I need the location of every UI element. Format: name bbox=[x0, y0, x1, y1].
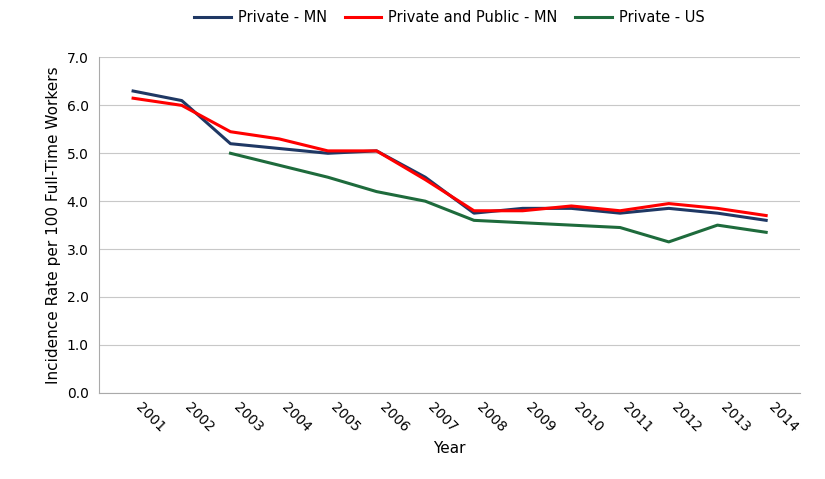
Private and Public - MN bbox=[664, 201, 674, 206]
Line: Private - MN: Private - MN bbox=[133, 91, 766, 220]
Private - US bbox=[518, 220, 528, 226]
Private - MN bbox=[225, 141, 235, 147]
Private - US bbox=[225, 150, 235, 156]
Private and Public - MN bbox=[761, 213, 771, 218]
Private - MN bbox=[323, 150, 332, 156]
Private and Public - MN bbox=[518, 208, 528, 214]
Private - MN bbox=[664, 205, 674, 211]
Private - US bbox=[274, 162, 284, 168]
Legend: Private - MN, Private and Public - MN, Private - US: Private - MN, Private and Public - MN, P… bbox=[189, 4, 710, 31]
Private - US bbox=[664, 239, 674, 245]
Private - US bbox=[761, 229, 771, 235]
Private and Public - MN bbox=[615, 208, 625, 214]
Private and Public - MN bbox=[420, 177, 430, 182]
Private - MN bbox=[469, 210, 479, 216]
Private and Public - MN bbox=[177, 103, 186, 108]
Line: Private - US: Private - US bbox=[230, 153, 766, 242]
Private and Public - MN bbox=[225, 129, 235, 135]
Private - MN bbox=[713, 210, 723, 216]
Private - US bbox=[420, 198, 430, 204]
Private - MN bbox=[761, 217, 771, 223]
Private - US bbox=[323, 174, 332, 180]
Private - MN bbox=[177, 98, 186, 103]
Private - MN bbox=[420, 174, 430, 180]
Private and Public - MN bbox=[713, 205, 723, 211]
X-axis label: Year: Year bbox=[433, 441, 466, 456]
Line: Private and Public - MN: Private and Public - MN bbox=[133, 98, 766, 216]
Private and Public - MN bbox=[323, 148, 332, 154]
Private and Public - MN bbox=[469, 208, 479, 214]
Private and Public - MN bbox=[128, 95, 138, 101]
Private - US bbox=[469, 217, 479, 223]
Private - MN bbox=[567, 205, 577, 211]
Private - MN bbox=[128, 88, 138, 94]
Private and Public - MN bbox=[274, 136, 284, 142]
Private and Public - MN bbox=[567, 203, 577, 209]
Private - MN bbox=[371, 148, 381, 154]
Private - US bbox=[371, 189, 381, 194]
Y-axis label: Incidence Rate per 100 Full-Time Workers: Incidence Rate per 100 Full-Time Workers bbox=[46, 66, 61, 384]
Private - MN bbox=[518, 205, 528, 211]
Private and Public - MN bbox=[371, 148, 381, 154]
Private - MN bbox=[274, 146, 284, 151]
Private - MN bbox=[615, 210, 625, 216]
Private - US bbox=[567, 222, 577, 228]
Private - US bbox=[713, 222, 723, 228]
Private - US bbox=[615, 225, 625, 230]
